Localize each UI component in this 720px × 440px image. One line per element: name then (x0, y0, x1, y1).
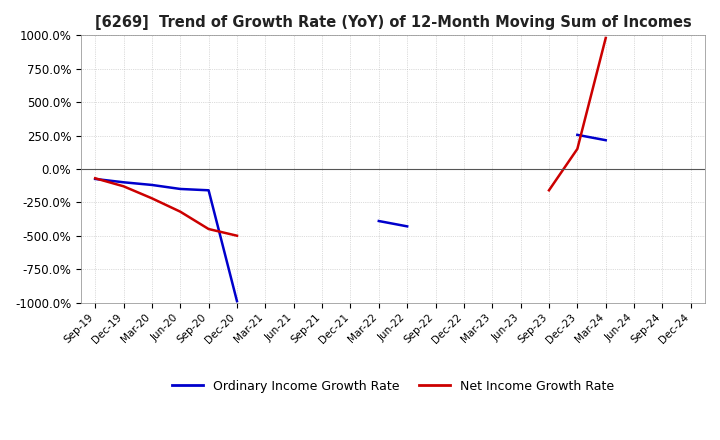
Net Income Growth Rate (204, 227, 213, 232)
Net Income Growth Rate (148, 196, 156, 201)
Net Income Growth Rate (233, 233, 241, 238)
Net Income Growth Rate (91, 176, 99, 181)
Legend: Ordinary Income Growth Rate, Net Income Growth Rate: Ordinary Income Growth Rate, Net Income … (167, 375, 619, 398)
Ordinary Income Growth Rate (91, 176, 99, 182)
Net Income Growth Rate (120, 183, 128, 189)
Line: Net Income Growth Rate: Net Income Growth Rate (95, 178, 237, 236)
Line: Ordinary Income Growth Rate: Ordinary Income Growth Rate (95, 179, 237, 301)
Ordinary Income Growth Rate (204, 187, 213, 193)
Ordinary Income Growth Rate (148, 182, 156, 187)
Ordinary Income Growth Rate (233, 298, 241, 304)
Net Income Growth Rate (176, 209, 184, 214)
Ordinary Income Growth Rate (176, 186, 184, 191)
Ordinary Income Growth Rate (120, 180, 128, 185)
Title: [6269]  Trend of Growth Rate (YoY) of 12-Month Moving Sum of Incomes: [6269] Trend of Growth Rate (YoY) of 12-… (94, 15, 691, 30)
